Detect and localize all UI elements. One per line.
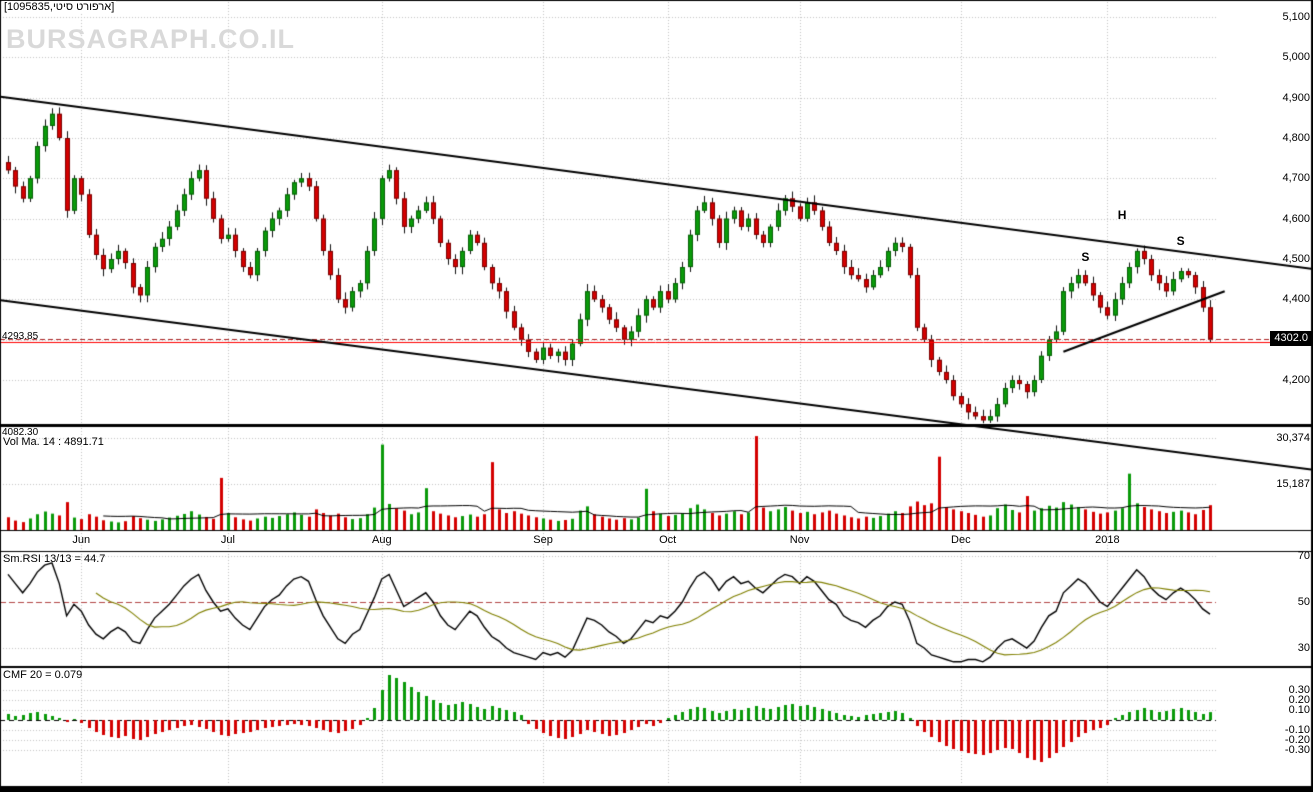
x-axis-label: Sep [533,534,553,546]
x-axis-label: Dec [951,534,971,546]
price-axis-label: 4,400 [1282,293,1310,306]
price-axis-label: 4,600 [1282,212,1310,225]
x-axis-label: Jun [72,534,91,546]
x-axis-label: Jul [220,534,235,546]
x-axis-label: Oct [659,534,677,546]
price-axis-label: 4,500 [1282,253,1310,265]
volume-axis-label: 30,374 [1276,432,1310,444]
price-axis-label: 5,000 [1282,51,1310,64]
cmf-axis-label: 0.10 [1288,704,1310,716]
price-axis-label: 4,700 [1282,172,1310,185]
cmf-axis-label: 0.30 [1288,684,1310,696]
last-price-badge: 4302.0 [1270,330,1312,346]
pattern-label: S [1081,249,1090,264]
low-price-label: 4082.30 [2,427,39,438]
cmf-axis-label: -0.30 [1284,744,1310,756]
rsi-axis-label: 30 [1297,642,1310,654]
x-axis-label: Aug [371,534,392,546]
price-axis-label: 4,200 [1282,374,1310,386]
support-price-label: 4293.85 [2,331,39,343]
cmf-axis-label: 0.20 [1288,694,1310,706]
price-axis-label: 4,900 [1282,91,1310,104]
x-axis-label: 2018 [1095,534,1120,546]
volume-indicator-label: Vol Ma. 14 : 4891.71 [3,436,104,448]
watermark: BURSAGRAPH.CO.IL [6,24,296,54]
price-axis-label: 5,100 [1282,11,1310,23]
chart-title: [1095835,ארפורט סיטי] [2,1,117,13]
rsi-indicator-label: Sm.RSI 13/13 = 44.7 [3,553,106,565]
pattern-label: H [1117,207,1127,222]
volume-axis-label: 15,187 [1276,478,1310,490]
price-axis-label: 4,800 [1282,132,1310,144]
x-axis-label: Nov [789,534,810,546]
rsi-axis-label: 50 [1297,596,1310,608]
cmf-axis-label: -0.20 [1284,734,1310,746]
cmf-axis-label: -0.10 [1284,724,1310,736]
pattern-label: S [1176,233,1185,248]
cmf-indicator-label: CMF 20 = 0.079 [3,669,83,681]
rsi-axis-label: 70 [1297,550,1310,562]
